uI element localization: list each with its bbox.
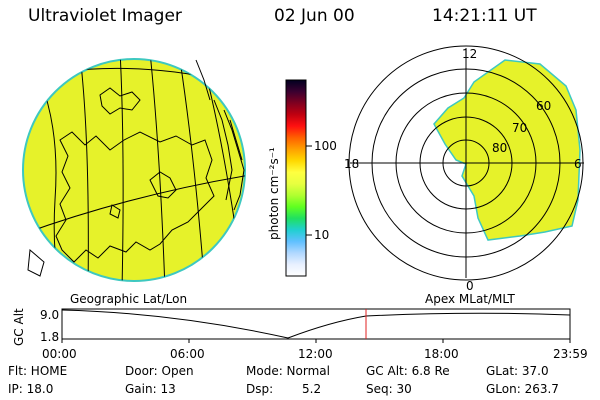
mlt-label-0: 0 — [466, 279, 474, 293]
colorbar-label-10: 10 — [314, 228, 329, 242]
status-door: Door: Open — [125, 364, 194, 378]
status-gain: Gain: 13 — [125, 382, 176, 396]
time-tick-1: 06:00 — [170, 347, 205, 361]
status-glon: GLon: 263.7 — [486, 382, 559, 396]
instrument-title: Ultraviolet Imager — [28, 6, 182, 26]
altitude-plot: 9.0 1.8 GC Alt 00:00 06:00 12:00 18:00 2… — [12, 308, 588, 361]
globe-disc — [22, 58, 246, 282]
colorbar-label-100: 100 — [314, 139, 337, 153]
polar-plot: 12 18 6 0 60 70 80 — [344, 45, 584, 293]
status-glat: GLat: 37.0 — [486, 364, 549, 378]
status-gc-alt: GC Alt: 6.8 Re — [366, 364, 450, 378]
geographic-globe — [22, 58, 246, 282]
time-tick-4: 23:59 — [553, 347, 588, 361]
lat-label-60: 60 — [536, 99, 551, 113]
mlt-label-6: 6 — [574, 157, 582, 171]
lat-label-80: 80 — [492, 141, 507, 155]
coastlines — [27, 59, 245, 277]
status-dsp-value: 5.2 — [302, 382, 322, 396]
alt-tick-9: 9.0 — [40, 308, 59, 322]
right-panel-caption: Apex MLat/MLT — [425, 292, 515, 306]
status-mode: Mode: Normal — [246, 364, 330, 378]
time-tick-3: 18:00 — [424, 347, 459, 361]
status-seq: Seq: 30 — [366, 382, 412, 396]
polar-axes — [350, 48, 584, 278]
status-ip: IP: 18.0 — [8, 382, 54, 396]
time-label: 14:21:11 UT — [432, 6, 537, 26]
mlt-label-18: 18 — [344, 157, 359, 171]
status-dsp-label: Dsp: — [246, 382, 274, 396]
date-label: 02 Jun 00 — [274, 6, 355, 26]
status-flt: Flt: HOME — [8, 364, 68, 378]
altitude-ticks — [61, 339, 571, 343]
colorbar-unit: photon cm⁻²s⁻¹ — [267, 147, 281, 240]
lat-label-70: 70 — [512, 121, 527, 135]
aurora-oval — [433, 59, 581, 241]
mlt-label-12: 12 — [462, 47, 477, 61]
time-tick-0: 00:00 — [42, 347, 77, 361]
altitude-curve — [61, 309, 571, 339]
colorbar — [285, 79, 307, 277]
left-panel-caption: Geographic Lat/Lon — [70, 292, 188, 306]
time-tick-2: 12:00 — [298, 347, 333, 361]
alt-tick-1-8: 1.8 — [40, 330, 59, 344]
alt-ylabel: GC Alt — [12, 308, 26, 346]
